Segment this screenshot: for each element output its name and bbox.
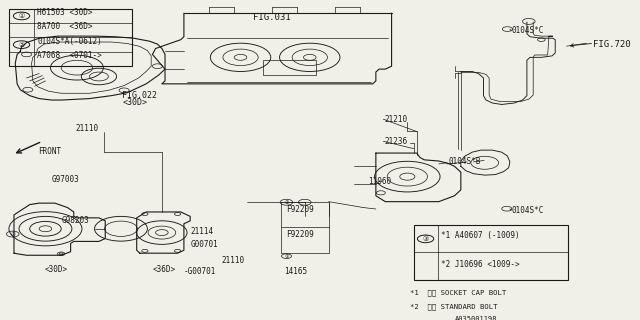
Text: *1  ⓈⓂ SOCKET CAP BOLT: *1 ⓈⓂ SOCKET CAP BOLT [410,290,507,296]
Text: FRONT: FRONT [38,147,61,156]
Text: G00701: G00701 [190,240,218,249]
Text: ②: ② [19,42,25,48]
Text: ③: ③ [284,200,289,205]
Text: *2  ⓈⓂ STANDARD BOLT: *2 ⓈⓂ STANDARD BOLT [410,303,498,309]
Text: <36D>: <36D> [152,265,175,274]
Text: 0104S*B: 0104S*B [448,157,481,166]
Text: 21210: 21210 [384,115,407,124]
Text: <30D>: <30D> [44,265,67,274]
Text: ②: ② [10,232,15,236]
Text: -G00701: -G00701 [184,267,216,276]
Text: ①: ① [19,13,25,19]
Text: A035001198: A035001198 [454,316,497,320]
Text: F92209: F92209 [286,229,314,238]
Text: FIG.031: FIG.031 [253,13,291,22]
Text: 21110: 21110 [76,124,99,132]
Text: 8A700  <36D>: 8A700 <36D> [37,22,93,31]
Text: G98203: G98203 [61,216,89,225]
Bar [262,60,316,75]
Bar [413,225,568,280]
Text: FIG.022: FIG.022 [122,91,157,100]
Text: 21236: 21236 [384,137,407,146]
Text: G97003: G97003 [52,175,79,184]
Text: 0104S*C: 0104S*C [511,26,543,35]
Text: ①: ① [284,254,289,259]
Text: <30D>: <30D> [122,99,147,108]
Text: 0104S*A(-0612): 0104S*A(-0612) [37,36,102,45]
Text: 0104S*C: 0104S*C [511,206,543,215]
Text: 21110: 21110 [221,256,244,265]
Text: 11060: 11060 [367,177,391,186]
Text: *2 J10696 <1009->: *2 J10696 <1009-> [442,260,520,269]
Text: 14165: 14165 [285,267,308,276]
Text: 21114: 21114 [190,227,213,236]
Text: H61503 <30D>: H61503 <30D> [37,8,93,17]
Text: FIG.720: FIG.720 [593,40,630,49]
Text: F92209: F92209 [286,204,314,213]
Bar [282,202,329,253]
Text: ③: ③ [422,236,429,242]
Text: *1 A40607 (-1009): *1 A40607 (-1009) [442,230,520,240]
Text: A7068  <0701->: A7068 <0701-> [37,51,102,60]
Bar [9,9,132,66]
